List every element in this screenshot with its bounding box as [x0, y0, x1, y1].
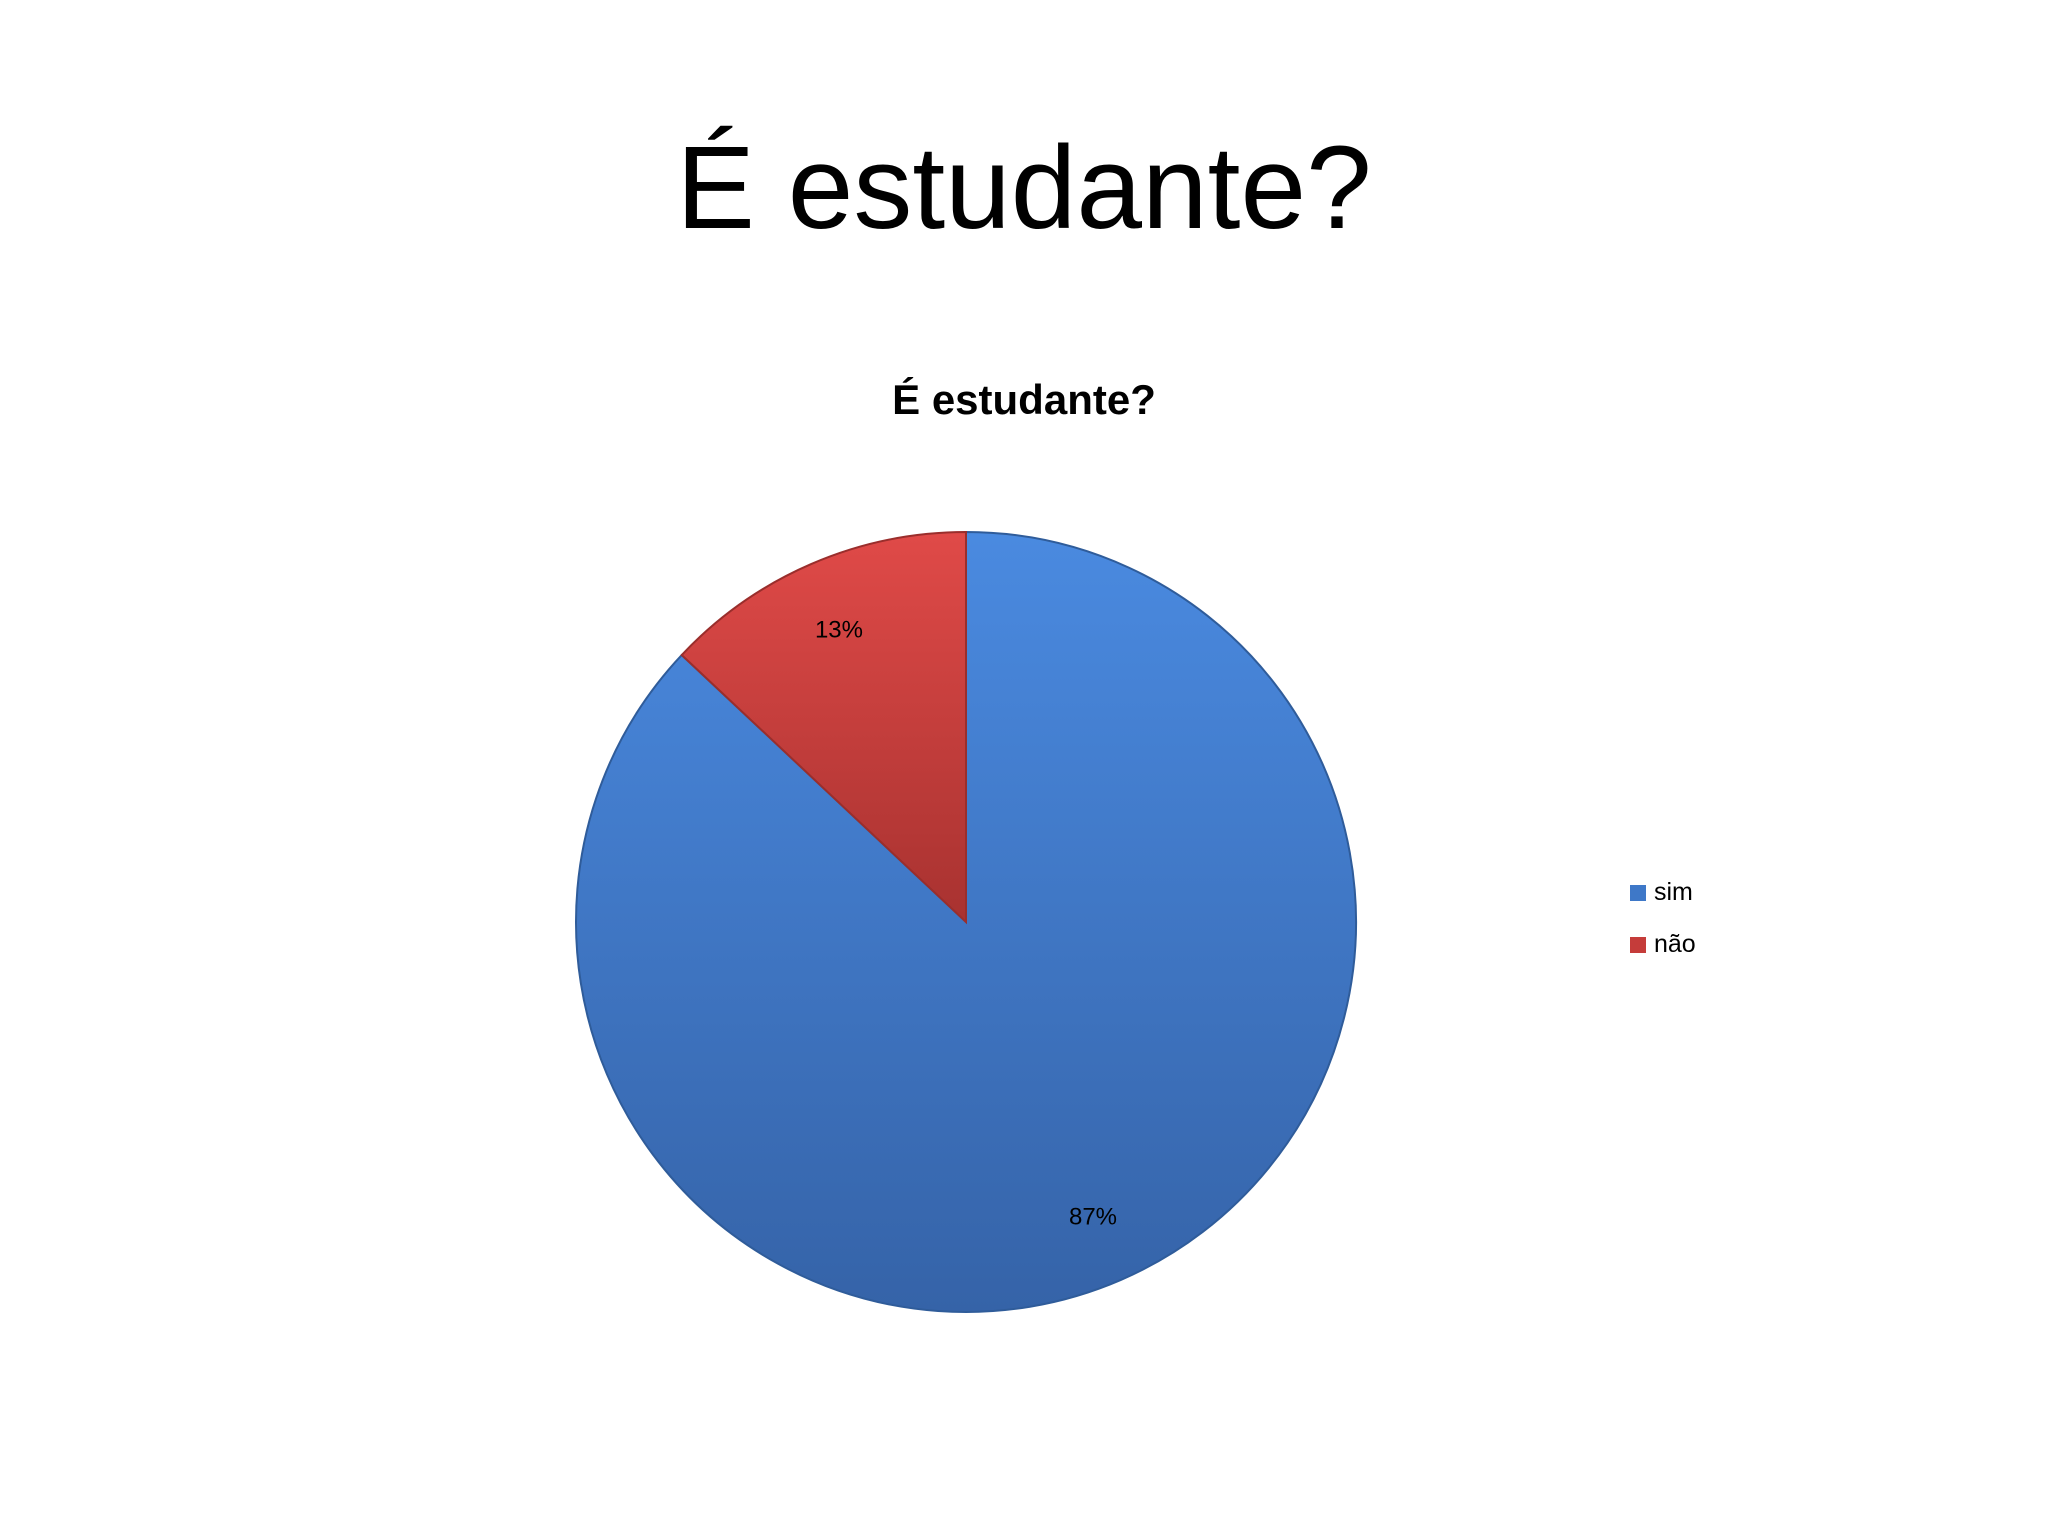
data-label-não: 13% [815, 617, 863, 644]
pie-slice-não [680, 530, 967, 925]
legend-label-sim: sim [1654, 878, 1693, 906]
legend-item-nao: não [1630, 930, 1696, 959]
legend-label-nao: não [1654, 930, 1696, 958]
chart-title: É estudante? [892, 376, 1156, 423]
legend-swatch-nao [1630, 936, 1646, 953]
legend-item-sim: sim [1630, 878, 1693, 907]
data-label-sim: 87% [1069, 1203, 1117, 1230]
slide-title: É estudante? [676, 122, 1372, 254]
legend-swatch-sim [1630, 884, 1646, 901]
